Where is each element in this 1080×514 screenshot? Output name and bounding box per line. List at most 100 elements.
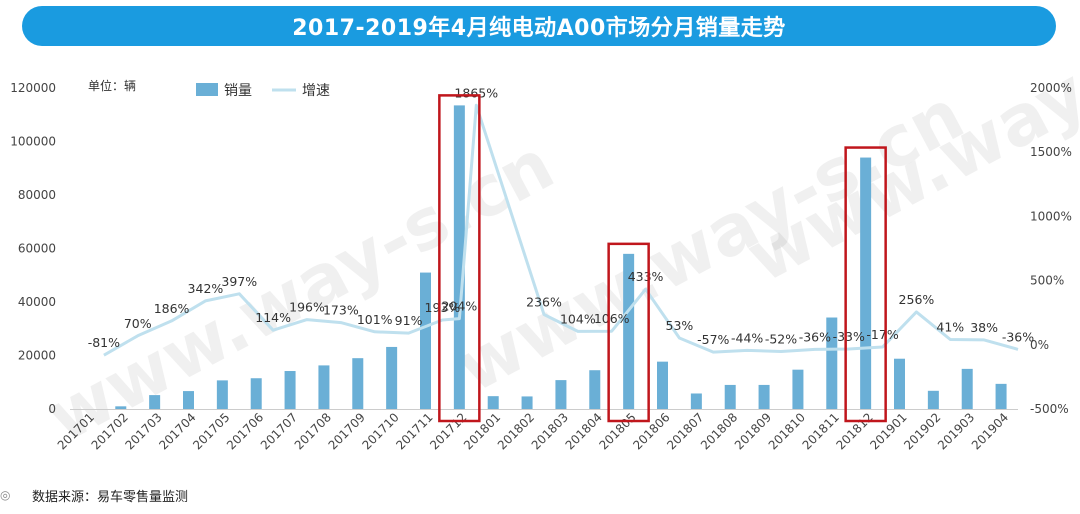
growth-data-label: -81% — [88, 335, 120, 350]
x-tick-label: 201707 — [258, 410, 300, 452]
x-tick-label: 201710 — [359, 410, 401, 452]
legend-bar-swatch — [196, 83, 218, 96]
growth-data-label: 433% — [628, 269, 664, 284]
bar — [690, 393, 702, 409]
legend-line-label: 增速 — [302, 83, 330, 99]
highlight-box — [438, 94, 481, 423]
bar — [826, 317, 838, 409]
title-bar: 2017-2019年4月纯电动A00市场分月销量走势 — [22, 6, 1056, 46]
x-tick-label: 201904 — [969, 410, 1011, 452]
bar — [183, 391, 194, 409]
bar — [894, 358, 905, 409]
bar — [216, 380, 228, 409]
bar — [115, 406, 127, 409]
x-tick-label: 201801 — [461, 410, 503, 452]
x-tick-label: 201808 — [698, 410, 740, 452]
growth-data-label: 101% — [357, 312, 393, 327]
highlight-box — [607, 242, 650, 423]
y-left-tick-label: 0 — [48, 402, 56, 416]
growth-data-label: 70% — [124, 316, 152, 331]
growth-data-label: 236% — [526, 294, 562, 309]
growth-data-label: -57% — [697, 332, 729, 347]
bar — [860, 157, 872, 409]
growth-data-label: 196% — [289, 300, 325, 315]
growth-data-label: -36% — [1002, 329, 1034, 344]
x-tick-label: 201709 — [326, 410, 368, 452]
growth-data-label: 186% — [154, 301, 190, 316]
x-tick-label: 201802 — [495, 410, 537, 452]
y-left-tick-label: 20000 — [18, 349, 56, 363]
x-tick-label: 201702 — [89, 410, 131, 452]
legend-bar-label: 销量 — [224, 83, 252, 99]
highlight-box — [844, 146, 887, 423]
source-note: 数据来源：易车零售量监测 — [32, 490, 189, 505]
bar — [453, 105, 465, 409]
x-tick-label: 201901 — [867, 410, 909, 452]
bar — [927, 390, 939, 409]
bar — [657, 361, 668, 409]
growth-data-label: 256% — [899, 292, 935, 307]
growth-data-label: 342% — [188, 281, 224, 296]
bar — [420, 272, 431, 409]
x-tick-label: 201806 — [630, 410, 672, 452]
y-left-tick-label: 100000 — [10, 135, 56, 149]
x-tick-label: 201805 — [596, 410, 638, 452]
bar — [386, 346, 398, 409]
bar — [487, 396, 499, 409]
growth-data-label: -36% — [799, 329, 831, 344]
growth-data-label: 106% — [594, 311, 630, 326]
y-right-tick-label: 2000% — [1030, 81, 1072, 95]
x-tick-label: 201701 — [55, 410, 97, 452]
y-left-tick-label: 120000 — [10, 81, 56, 95]
growth-data-label: 53% — [666, 318, 694, 333]
chart-title: 2017-2019年4月纯电动A00市场分月销量走势 — [292, 16, 786, 41]
y-left-tick-label: 40000 — [18, 295, 56, 309]
bar — [995, 383, 1007, 409]
growth-line — [103, 103, 1019, 357]
x-tick-label: 201903 — [935, 410, 977, 452]
logo-icon: ◎ — [0, 488, 11, 502]
x-tick-label: 201703 — [122, 410, 164, 452]
y-right-tick-label: 1500% — [1030, 145, 1072, 159]
x-tick-label: 201705 — [190, 410, 232, 452]
growth-data-label: -44% — [731, 330, 763, 345]
y-left-tick-label: 80000 — [18, 188, 56, 202]
growth-data-label: -17% — [866, 327, 898, 342]
y-right-tick-label: 500% — [1030, 274, 1064, 288]
growth-data-label: 41% — [936, 320, 964, 335]
growth-data-label: 397% — [221, 274, 257, 289]
unit-label: 单位：辆 — [88, 79, 137, 93]
growth-data-label: 193% — [425, 300, 461, 315]
x-tick-label: 201810 — [766, 410, 808, 452]
growth-data-label: 104% — [560, 311, 596, 326]
bar — [555, 380, 567, 409]
y-left-tick-label: 60000 — [18, 242, 56, 256]
bar — [623, 253, 635, 409]
y-right-tick-label: -500% — [1030, 402, 1069, 416]
bar — [961, 368, 973, 409]
growth-data-label: -52% — [765, 331, 797, 346]
bar — [758, 384, 770, 409]
bar — [250, 378, 262, 409]
x-tick-label: 201708 — [292, 410, 334, 452]
bar — [149, 395, 161, 409]
x-tick-label: 201711 — [393, 410, 435, 452]
x-tick-label: 201706 — [224, 410, 266, 452]
growth-data-label: 38% — [970, 320, 998, 335]
x-tick-label: 201811 — [800, 410, 842, 452]
y-right-tick-label: 1000% — [1030, 209, 1072, 223]
y-right-tick-label: 0% — [1030, 338, 1049, 352]
x-tick-label: 201812 — [833, 410, 875, 452]
growth-data-label: 91% — [395, 313, 423, 328]
bar — [792, 369, 804, 409]
bar — [352, 358, 364, 409]
x-tick-label: 201804 — [563, 410, 605, 452]
x-tick-label: 201803 — [529, 410, 571, 452]
x-tick-label: 201712 — [427, 410, 469, 452]
bar — [724, 384, 736, 409]
x-tick-label: 201902 — [901, 410, 943, 452]
growth-data-label: 173% — [323, 303, 359, 318]
bar — [318, 365, 330, 409]
growth-data-label: 1865% — [454, 85, 498, 100]
